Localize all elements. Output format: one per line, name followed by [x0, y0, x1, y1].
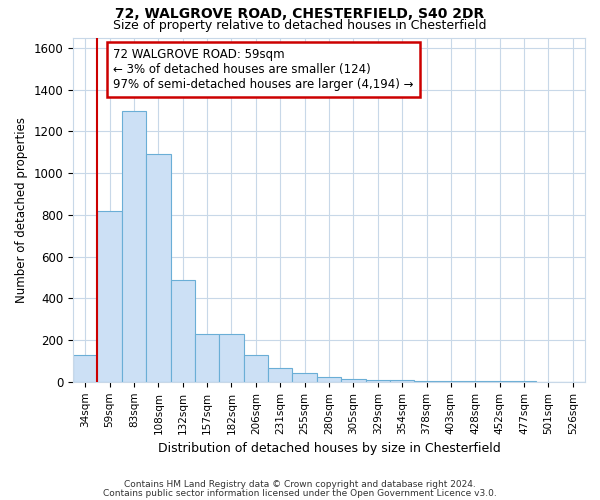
- Y-axis label: Number of detached properties: Number of detached properties: [15, 116, 28, 302]
- Text: Contains HM Land Registry data © Crown copyright and database right 2024.: Contains HM Land Registry data © Crown c…: [124, 480, 476, 489]
- Bar: [341, 378, 365, 382]
- Bar: [365, 380, 390, 382]
- Bar: [170, 280, 195, 382]
- Bar: [97, 210, 122, 382]
- Bar: [390, 380, 415, 382]
- Bar: [244, 354, 268, 382]
- X-axis label: Distribution of detached houses by size in Chesterfield: Distribution of detached houses by size …: [158, 442, 500, 455]
- Bar: [292, 374, 317, 382]
- Bar: [73, 354, 97, 382]
- Bar: [439, 381, 463, 382]
- Text: Size of property relative to detached houses in Chesterfield: Size of property relative to detached ho…: [113, 18, 487, 32]
- Text: 72 WALGROVE ROAD: 59sqm
← 3% of detached houses are smaller (124)
97% of semi-de: 72 WALGROVE ROAD: 59sqm ← 3% of detached…: [113, 48, 414, 91]
- Text: 72, WALGROVE ROAD, CHESTERFIELD, S40 2DR: 72, WALGROVE ROAD, CHESTERFIELD, S40 2DR: [115, 8, 485, 22]
- Text: Contains public sector information licensed under the Open Government Licence v3: Contains public sector information licen…: [103, 489, 497, 498]
- Bar: [195, 334, 220, 382]
- Bar: [146, 154, 170, 382]
- Bar: [317, 376, 341, 382]
- Bar: [220, 334, 244, 382]
- Bar: [122, 110, 146, 382]
- Bar: [268, 368, 292, 382]
- Bar: [415, 381, 439, 382]
